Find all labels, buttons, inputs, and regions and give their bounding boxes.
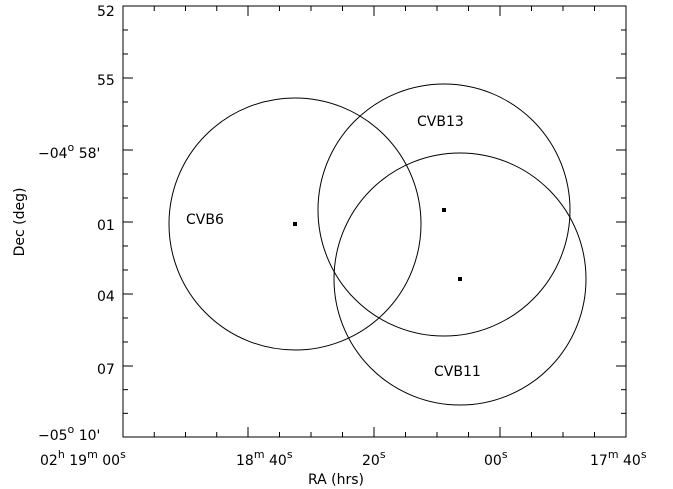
circle-cvb6 [168, 97, 422, 351]
fields [168, 83, 587, 406]
circle-cvb11 [333, 152, 587, 406]
x-tick-label-2: 20s [362, 448, 386, 469]
y-tick-label-1: 55 [97, 73, 115, 89]
x-tick-label-0-text: 02 [40, 453, 58, 469]
center-cvb6 [293, 222, 297, 226]
y-tick-label-0: 52 [97, 4, 115, 20]
x-tick-label-0-h: h [58, 448, 65, 461]
center-cvb13 [442, 208, 446, 212]
ticks [122, 5, 627, 438]
y-axis-label: Dec (deg) [12, 188, 28, 257]
x-tick-labels: 02h 19m 00s 18m 40s 20s 00s 17m 40s [40, 448, 647, 469]
y-tick-label-5: 07 [97, 362, 115, 378]
label-cvb11: CVB11 [434, 364, 481, 380]
y-tick-label-3: 01 [97, 218, 115, 234]
label-cvb6: CVB6 [186, 212, 224, 228]
center-cvb11 [458, 277, 462, 281]
label-cvb13: CVB13 [417, 114, 464, 130]
x-tick-label-4: 17m 40s [590, 448, 647, 469]
y-tick-labels: 52 55 −04o 58' 01 04 07 −05o 10' [38, 4, 115, 444]
x-tick-label-0: 02h 19m 00s [40, 448, 126, 469]
y-tick-label-2: −04o 58' [38, 141, 100, 162]
circle-cvb13 [317, 83, 571, 337]
y-tick-label-4: 04 [97, 289, 115, 305]
x-axis-label: RA (hrs) [308, 472, 364, 488]
y-tick-label-6: −05o 10' [38, 423, 100, 444]
x-tick-label-1: 18m 40s [236, 448, 293, 469]
x-tick-label-3: 00s [484, 448, 508, 469]
